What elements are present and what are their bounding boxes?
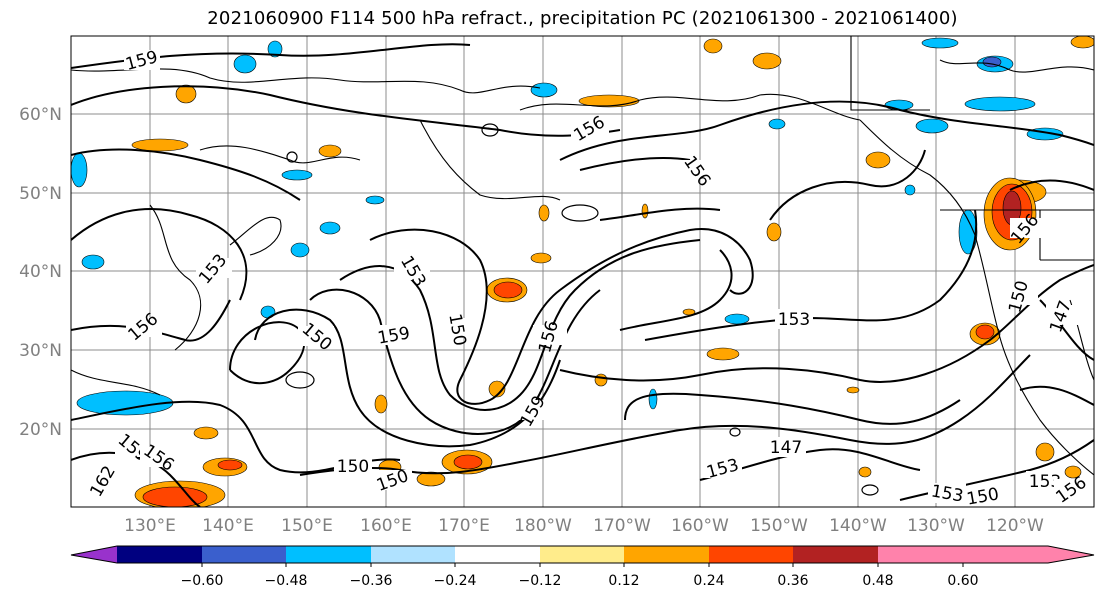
lon-label: 170°E	[438, 516, 490, 536]
colorbar-extend-max	[963, 546, 1094, 563]
colorbar-extend-min	[71, 546, 117, 563]
colorbar-segment	[455, 546, 540, 563]
lon-label: 140°W	[829, 516, 887, 536]
colorbar-tick-label: −0.60	[181, 573, 224, 589]
lon-label: 150°E	[281, 516, 333, 536]
lon-label: 180°W	[514, 516, 572, 536]
lon-label: 130°W	[907, 516, 965, 536]
figure-title: 2021060900 F114 500 hPa refract., precip…	[207, 8, 958, 29]
contour-label: 153	[778, 310, 810, 330]
colorbar-segment	[540, 546, 625, 563]
lon-label: 160°W	[671, 516, 729, 536]
colorbar-tick-label: 0.36	[777, 573, 808, 589]
lon-label: 170°W	[593, 516, 651, 536]
colorbar-segment	[709, 546, 794, 563]
lat-label: 60°N	[19, 105, 62, 125]
height-contours	[71, 43, 1094, 507]
colorbar-tick-label: 0.60	[947, 573, 978, 589]
lat-label: 20°N	[19, 420, 62, 440]
contour-label: 153	[1029, 472, 1061, 492]
contour-label: 150	[337, 457, 369, 477]
colorbar-tick-label: −0.48	[265, 573, 308, 589]
colorbar: −0.60 −0.48 −0.36 −0.24 −0.12 0.12 0.24 …	[70, 545, 1095, 589]
colorbar-segment	[286, 546, 371, 563]
lon-label: 130°E	[124, 516, 176, 536]
colorbar-tick-label: 0.12	[608, 573, 639, 589]
colorbar-tick-label: −0.12	[519, 573, 562, 589]
lon-label: 160°E	[360, 516, 412, 536]
colorbar-tick-label: −0.24	[434, 573, 477, 589]
lat-label: 50°N	[19, 184, 62, 204]
lon-label: 120°W	[986, 516, 1044, 536]
lon-label: 140°E	[202, 516, 254, 536]
lon-label: 150°W	[750, 516, 808, 536]
lat-label: 30°N	[19, 341, 62, 361]
latitude-labels: 60°N 50°N 40°N 30°N 20°N	[19, 105, 62, 440]
contour-label: 147	[770, 438, 802, 458]
colorbar-segment	[117, 546, 202, 563]
colorbar-tick-label: 0.24	[693, 573, 724, 589]
colorbar-segment	[624, 546, 709, 563]
small-contours	[285, 123, 879, 496]
lat-label: 40°N	[19, 262, 62, 282]
colorbar-segment	[878, 546, 963, 563]
colorbar-tick-label: −0.36	[350, 573, 393, 589]
precipitation-shading	[71, 36, 1094, 507]
colorbar-segment	[202, 546, 287, 563]
colorbar-segment	[371, 546, 456, 563]
colorbar-segment	[793, 546, 878, 563]
longitude-labels: 130°E 140°E 150°E 160°E 170°E 180°W 170°…	[124, 516, 1044, 536]
map-frame	[70, 35, 1095, 508]
colorbar-tick-label: 0.48	[862, 573, 893, 589]
